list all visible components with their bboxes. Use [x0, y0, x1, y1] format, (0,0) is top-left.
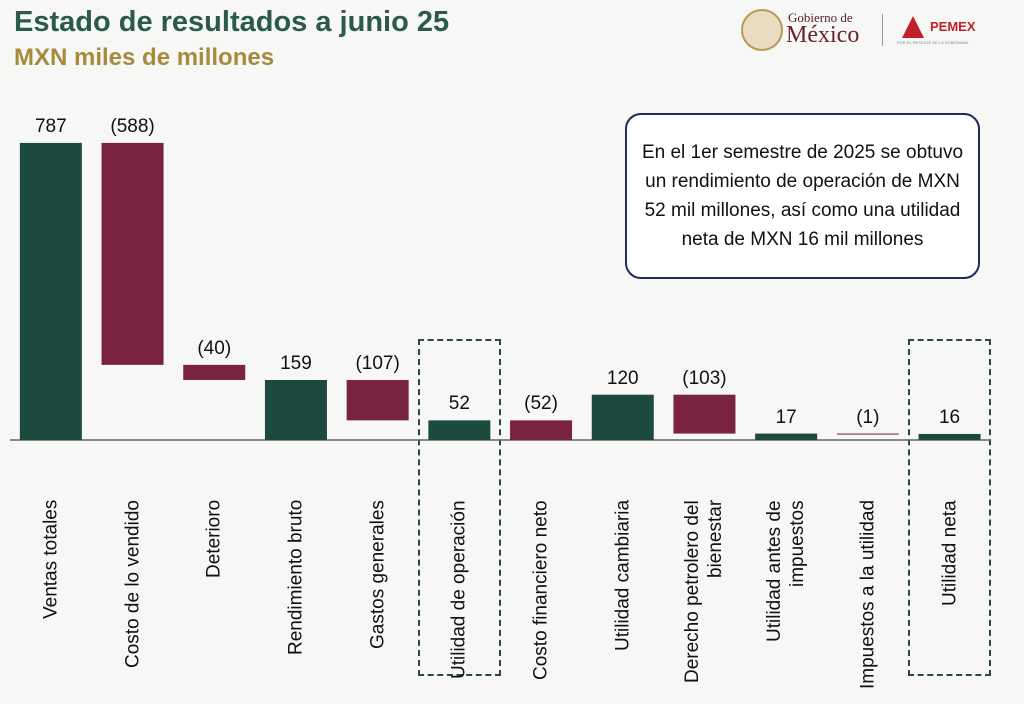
bar [264, 379, 327, 440]
value-label: (588) [110, 115, 155, 137]
x-tick-label: Utilidad cambiaria [612, 500, 634, 652]
value-label: (107) [355, 352, 400, 374]
x-tick-label: Ventas totales [40, 500, 62, 620]
x-tick-label: Costo financiero neto [530, 500, 552, 680]
bar [428, 420, 491, 440]
bar [673, 394, 736, 434]
logo-text: Gobierno de [788, 10, 853, 25]
value-label: 52 [448, 393, 470, 415]
x-tick-label: Deterioro [203, 500, 225, 579]
bar [183, 364, 246, 380]
bar [346, 379, 409, 421]
value-label: 17 [775, 406, 797, 428]
x-tick-label: Rendimiento bruto [285, 500, 307, 656]
value-label: (1) [856, 406, 880, 428]
divider [882, 14, 883, 46]
value-label: (103) [682, 367, 727, 389]
bar [19, 142, 82, 440]
x-tick-label: Derecho petrolero del bienestar [682, 500, 727, 683]
value-label: (40) [197, 337, 232, 359]
highlight-box [418, 339, 501, 676]
x-tick-label: Utilidad de operación [448, 500, 470, 679]
value-label: 16 [938, 406, 961, 428]
x-tick-label: Costo de lo vendido [122, 500, 144, 668]
chart-title: Estado de resultados a junio 25 [14, 6, 450, 38]
x-tick-label: Utilidad antes de impuestos [764, 500, 809, 642]
x-tick-label: Utilidad neta [939, 500, 961, 606]
annotation: En el 1er semestre de 2025 se obtuvo un … [625, 113, 980, 279]
bar [918, 433, 981, 440]
seal [741, 9, 783, 51]
value-label: 787 [34, 115, 67, 137]
value-label: 159 [280, 352, 312, 374]
bar [591, 394, 654, 440]
highlight-box [908, 339, 991, 676]
bar [836, 433, 899, 435]
value-label: (52) [524, 393, 558, 415]
logo-text: POR EL RESCATE DE LA SOBERANÍA [897, 40, 969, 45]
bar [510, 420, 573, 440]
bar [755, 433, 818, 440]
logo-text: México [786, 22, 860, 48]
bar [101, 142, 164, 365]
pemex-icon [902, 16, 924, 38]
value-label: 120 [606, 367, 639, 389]
x-tick-label: Impuestos a la utilidad [857, 500, 879, 690]
x-tick-label: Gastos generales [367, 500, 389, 649]
logo-text: PEMEX [930, 19, 976, 34]
chart-subtitle: MXN miles de millones [14, 44, 275, 71]
